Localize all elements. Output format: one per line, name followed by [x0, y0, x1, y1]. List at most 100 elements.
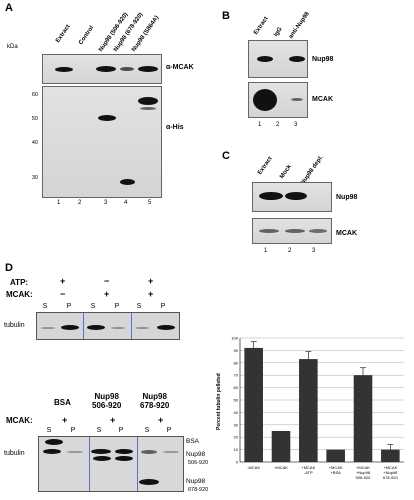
band	[163, 451, 179, 453]
lane-divider	[137, 437, 138, 491]
panel-c-mcak-blot	[252, 218, 332, 244]
panel-a-mcak-blot	[42, 54, 162, 84]
panel-c-nup98-label: Nup98	[336, 194, 358, 201]
band	[120, 179, 135, 185]
band	[309, 229, 327, 233]
panel-a-lane-label-1: Extract	[55, 23, 72, 44]
panel-d-bottom-gel	[38, 436, 184, 492]
panel-d-letter: D	[5, 262, 13, 274]
lane-number: 1	[258, 122, 262, 128]
sp-label: P	[166, 427, 172, 434]
panel-d-top-gel	[36, 312, 180, 340]
lane-number: 2	[288, 248, 292, 254]
lane-number: 5	[148, 200, 152, 206]
mcak-sign: +	[148, 289, 154, 299]
mcak-sign: +	[110, 415, 116, 425]
band	[138, 66, 158, 72]
mw-marker: 50	[31, 116, 38, 122]
bar-5	[353, 375, 373, 462]
panel-c-lane-label-1: Extract	[257, 155, 274, 176]
panel-a-his-blot	[42, 86, 162, 198]
band	[139, 479, 159, 485]
panel-c-lane-label-2: Mock	[279, 163, 293, 180]
atp-sign: +	[148, 276, 154, 286]
band	[285, 192, 307, 200]
band	[259, 192, 283, 200]
panel-c-letter: C	[222, 150, 230, 162]
sp-label: S	[96, 427, 102, 434]
sp-label: S	[136, 303, 142, 310]
y-tick-label: 20	[234, 435, 239, 440]
band	[111, 327, 125, 329]
x-tick-label: +MCAK	[301, 465, 315, 470]
panel-a-letter: A	[5, 2, 13, 14]
panel-c-nup98-blot	[252, 182, 332, 212]
x-tick-label: +MCAK	[356, 465, 370, 470]
lane-divider	[131, 313, 132, 339]
y-tick-label: 60	[234, 385, 239, 390]
band	[55, 67, 73, 72]
atp-sign: +	[60, 276, 66, 286]
band	[43, 449, 61, 454]
x-tick-label: +BSA	[330, 470, 341, 475]
lane-divider	[83, 313, 84, 339]
sp-label: S	[144, 427, 150, 434]
panel-b-lane-label-3: anti-Nup98	[288, 11, 311, 40]
x-tick-label: +Nup98	[383, 470, 398, 475]
panel-b-lane-label-1: Extract	[253, 15, 270, 36]
x-tick-label: -ATP	[304, 470, 313, 475]
band	[120, 67, 134, 71]
group-title-bsa: BSA	[54, 398, 71, 407]
sp-label: P	[66, 303, 72, 310]
atp-sign: −	[104, 276, 110, 286]
bar-1	[244, 347, 263, 462]
nup98-506-band-label: Nup98	[186, 451, 206, 458]
mw-marker: 60	[31, 92, 38, 98]
atp-label: ATP:	[10, 278, 29, 287]
band	[115, 449, 133, 454]
alpha-mcak-label: α-MCAK	[166, 64, 194, 71]
group-title-nup98-506: Nup98 506-920	[92, 392, 122, 410]
alpha-his-label: α-His	[166, 124, 184, 131]
nup98-506-band-range: 506-920	[188, 460, 209, 466]
y-tick-label: 10	[234, 447, 239, 452]
panel-b-mcak-blot	[248, 82, 308, 118]
band	[289, 56, 305, 62]
panel-b-letter: B	[222, 10, 230, 22]
band	[45, 439, 63, 445]
band	[96, 66, 116, 72]
x-tick-label: +MCAK	[274, 465, 288, 470]
band	[61, 325, 79, 330]
kda-label: kDa	[7, 44, 18, 50]
x-tick-label: 678-920	[383, 475, 398, 480]
x-tick-label: +MCAK	[329, 465, 343, 470]
band	[67, 451, 83, 453]
nup98-678-band-label: Nup98	[186, 478, 206, 485]
chart-y-axis-label: Percent tubulin pelleted	[216, 373, 222, 430]
panel-b-nup98-label: Nup98	[312, 56, 334, 63]
y-tick-label: 30	[234, 422, 239, 427]
lane-number: 1	[57, 200, 61, 206]
mcak-sign: +	[62, 415, 68, 425]
band	[135, 327, 149, 329]
x-tick-label: +MCAK	[383, 465, 397, 470]
y-tick-label: 50	[234, 398, 239, 403]
panel-a-lane-label-2: Control	[78, 25, 96, 46]
band	[285, 229, 305, 233]
x-tick-label: 506-920	[356, 475, 371, 480]
band	[87, 325, 105, 330]
band	[98, 115, 116, 121]
sp-label: S	[90, 303, 96, 310]
mw-marker: 40	[31, 140, 38, 146]
x-tick-label: +Nup98	[356, 470, 371, 475]
lane-number: 3	[104, 200, 108, 206]
sp-label: P	[118, 427, 124, 434]
sp-label: P	[70, 427, 76, 434]
lane-number: 4	[124, 200, 128, 206]
band	[253, 89, 277, 111]
panel-c-mcak-label: MCAK	[336, 230, 357, 237]
band	[291, 98, 303, 101]
band	[259, 229, 279, 233]
mcak-sign: +	[158, 415, 164, 425]
